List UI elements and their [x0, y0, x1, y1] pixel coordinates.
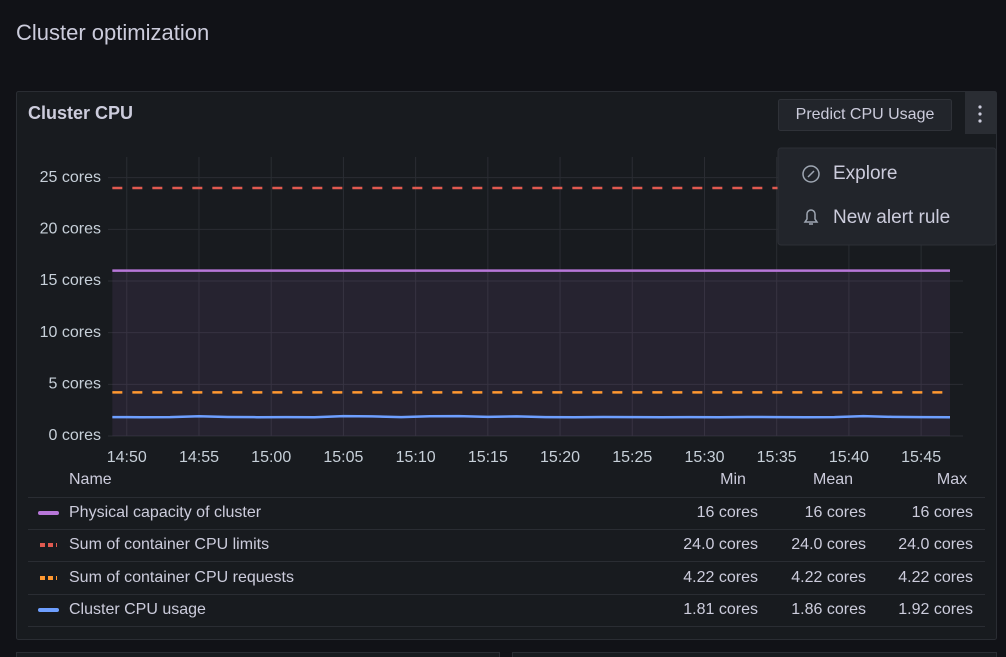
- legend-column-header: Min: [720, 471, 746, 488]
- series-line: [112, 414, 951, 419]
- legend-stat: 24.0 cores: [791, 536, 866, 553]
- legend-table: Name Min Mean Max Physical capacity of clust…: [28, 471, 985, 627]
- button-label[interactable]: Predict CPU Usage: [796, 106, 935, 123]
- legend-stat: 4.22 cores: [898, 569, 973, 586]
- x-tick-label: 15:10: [396, 449, 436, 466]
- legend-column-header: Max: [937, 471, 967, 488]
- legend-stat: 1.81 cores: [683, 601, 758, 618]
- legend-stat: 4.22 cores: [683, 569, 758, 586]
- legend-name: Physical capacity of cluster: [69, 504, 262, 521]
- legend-stat: 16 cores: [697, 504, 758, 521]
- dashboard-title: Cluster optimization: [16, 20, 209, 45]
- y-tick-label: 25 cores: [40, 169, 101, 186]
- series-area: [112, 270, 951, 436]
- legend-name: Cluster CPU usage: [69, 601, 206, 618]
- x-tick-label: 15:45: [901, 449, 941, 466]
- x-tick-label: 14:50: [107, 449, 147, 466]
- legend-stat: 16 cores: [805, 504, 866, 521]
- panel-next: [512, 652, 997, 657]
- x-tick-label: 15:40: [829, 449, 869, 466]
- button-bg[interactable]: [778, 99, 952, 131]
- panel-title: Cluster CPU: [28, 103, 133, 123]
- legend-stat: 1.86 cores: [791, 601, 866, 618]
- x-tick-label: 15:15: [468, 449, 508, 466]
- legend-stat: 16 cores: [912, 504, 973, 521]
- y-tick-label: 10 cores: [40, 324, 101, 341]
- x-tick-label: 15:05: [323, 449, 363, 466]
- panel: [16, 91, 997, 640]
- legend-name: Sum of container CPU limits: [69, 536, 269, 553]
- x-tick-label: 14:55: [179, 449, 219, 466]
- menu-item-label[interactable]: New alert rule: [833, 207, 950, 228]
- x-tick-label: 15:25: [612, 449, 652, 466]
- panel-menu-button[interactable]: [965, 92, 996, 134]
- menu-item[interactable]: New alert rule: [803, 207, 950, 228]
- y-tick-label: 20 cores: [40, 221, 101, 238]
- legend-column-header: Name: [69, 471, 112, 488]
- legend-column-header: Mean: [813, 471, 853, 488]
- panel-next: [16, 652, 500, 657]
- x-tick-label: 15:00: [251, 449, 291, 466]
- legend-stat: 1.92 cores: [898, 601, 973, 618]
- menu-bg: [777, 147, 997, 246]
- bell-icon: [803, 209, 819, 225]
- legend-name: Sum of container CPU requests: [69, 569, 294, 586]
- compass-needle: [807, 170, 815, 178]
- menu-item-label[interactable]: Explore: [833, 163, 897, 184]
- y-tick-label: 0 cores: [49, 427, 101, 444]
- y-tick-label: 5 cores: [49, 376, 101, 393]
- menu-item[interactable]: Explore: [802, 163, 897, 184]
- panel-menu: Explore New alert rule: [777, 147, 997, 246]
- x-tick-label: 15:35: [757, 449, 797, 466]
- legend-stat: 4.22 cores: [791, 569, 866, 586]
- x-tick-label: 15:20: [540, 449, 580, 466]
- x-tick-label: 15:30: [684, 449, 724, 466]
- y-tick-label: 15 cores: [40, 272, 101, 289]
- dot: [978, 105, 982, 109]
- dot: [978, 119, 982, 123]
- chart: 0 cores 5 cores 10 cores 15 cores 20 cores 25…: [40, 157, 963, 466]
- dot: [978, 112, 982, 116]
- predict-button[interactable]: Predict CPU Usage: [778, 99, 952, 131]
- legend-stat: 24.0 cores: [898, 536, 973, 553]
- compass-icon: [802, 165, 820, 183]
- legend-stat: 24.0 cores: [683, 536, 758, 553]
